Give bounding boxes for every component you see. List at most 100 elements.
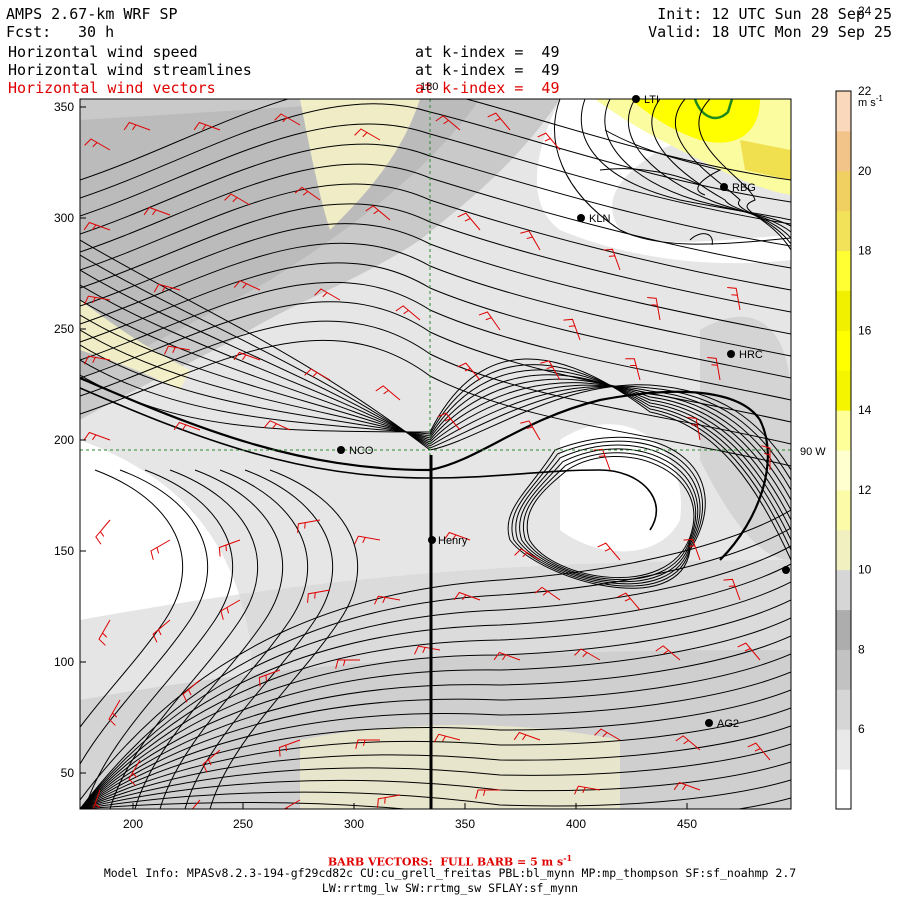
wind-barb [574, 648, 601, 661]
wind-barb [707, 357, 721, 381]
colorbar-label: 14 [858, 403, 872, 417]
wind-barb [98, 619, 111, 646]
longitude-label: 180 [420, 81, 438, 93]
station-dot-hrc [727, 350, 735, 358]
x-tick-label: 400 [566, 817, 586, 831]
wind-barb [617, 592, 641, 611]
field-level-wind-speed: at k-index = 49 [415, 43, 560, 61]
streamline [80, 239, 791, 471]
wind-barb [83, 431, 111, 441]
physics-info: LW:rrtmg_lw SW:rrtmg_sw SFLAY:sf_mynn [321, 881, 579, 895]
streamline [80, 242, 791, 357]
wind-barb [395, 305, 421, 321]
wind-barb [723, 578, 741, 601]
streamline [80, 344, 791, 541]
wind-barb [128, 759, 141, 786]
streamline [80, 761, 791, 809]
y-axis: 50 100 150 200 250 300 350 [54, 100, 86, 780]
colorbar-label: 18 [858, 244, 872, 258]
streamline [80, 797, 791, 809]
wind-barb [675, 735, 701, 751]
ice-edge-contour [693, 99, 734, 120]
wind-barb [457, 362, 481, 381]
colorbar-swatch [836, 250, 851, 291]
streamline [80, 299, 791, 511]
y-tick-label: 100 [54, 655, 74, 669]
station-dot-rbg [720, 183, 728, 191]
plot-frame [79, 98, 792, 810]
wind-barb [233, 280, 261, 291]
wind-barb [647, 297, 661, 321]
wind-barb [437, 412, 461, 431]
wind-barb [365, 205, 391, 221]
wind-barb [443, 531, 471, 541]
wind-barb [683, 538, 701, 561]
y-tick-label: 150 [54, 544, 74, 558]
colorbar-swatch [836, 729, 851, 770]
streamline [80, 563, 791, 809]
x-tick-label: 250 [233, 817, 253, 831]
y-tick-label: 50 [61, 766, 75, 780]
wind-barb [537, 132, 561, 151]
colorbar-label: 24 [858, 4, 872, 18]
wind-barb [355, 739, 380, 749]
colorbar-swatch [836, 450, 851, 491]
colorbar-swatch [836, 130, 851, 172]
field-name-vectors: Horizontal wind vectors [8, 79, 216, 97]
wind-barb [283, 799, 301, 809]
wind-barb [478, 311, 501, 331]
model-info: Model Info: MPASv8.2.3-194-gf29cd82c CU:… [103, 866, 797, 880]
wind-barb [84, 355, 111, 365]
colorbar-swatch [836, 529, 851, 571]
streamline [515, 444, 701, 585]
wind-barb [574, 785, 601, 795]
streamline [80, 689, 791, 809]
station-label-henry: Henry [438, 535, 468, 547]
wind-barb [191, 799, 201, 809]
colorbar-label: 12 [858, 483, 872, 497]
wind-barb [375, 385, 401, 401]
streamline [80, 725, 791, 809]
station-dot-ag2 [705, 719, 713, 727]
streamline [80, 617, 791, 809]
coastline [554, 99, 791, 246]
wind-barb [193, 121, 221, 131]
station-dot-henry [428, 536, 436, 544]
station-dot-edge [782, 566, 790, 574]
streamline [698, 99, 791, 251]
y-tick-label: 200 [54, 433, 74, 447]
wind-barb [152, 619, 171, 643]
station-label-nco: NCO [349, 445, 374, 457]
wind-barb [95, 519, 111, 545]
wind-barb [294, 186, 321, 201]
x-tick-label: 350 [455, 817, 475, 831]
wind-barb [164, 345, 191, 355]
colorbar-swatch [836, 649, 851, 690]
wind-barb [594, 728, 621, 741]
streamline [80, 545, 791, 809]
wind-barb [761, 445, 771, 470]
wind-barb [84, 138, 111, 151]
streamline [84, 469, 233, 809]
streamline [80, 329, 791, 531]
x-tick-label: 450 [677, 817, 697, 831]
colorbar-swatch [836, 210, 851, 252]
colorbar-swatch [836, 370, 851, 411]
streamline [80, 671, 791, 809]
wind-barb [487, 112, 511, 131]
streamline [134, 469, 283, 809]
valid-time: Valid: 18 UTC Mon 29 Sep 25 [648, 23, 892, 41]
streamline [80, 779, 791, 809]
wind-barb [435, 115, 461, 131]
wind-barb [514, 548, 541, 561]
colorbar-label: 6 [858, 722, 865, 736]
wind-barb [534, 586, 561, 601]
wind-barb [173, 421, 201, 431]
streamline [80, 599, 791, 809]
streamline [80, 653, 791, 809]
wind-barb [218, 539, 241, 557]
wind-barb [687, 417, 701, 441]
wind-barb [258, 669, 281, 687]
wind-barb [453, 591, 481, 601]
wind-barb [625, 358, 641, 381]
